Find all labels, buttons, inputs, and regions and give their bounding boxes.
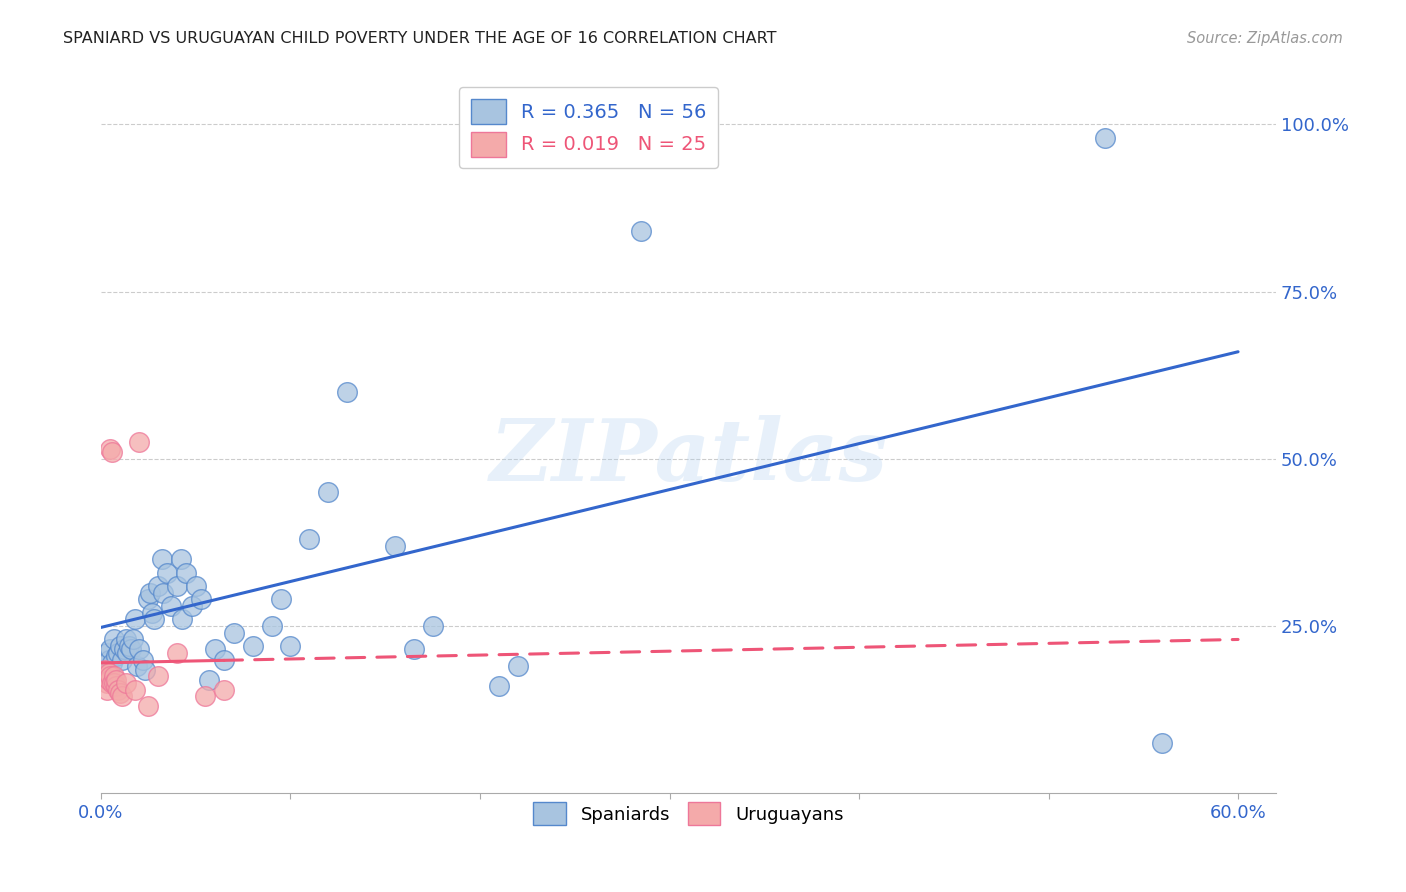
Uruguayans (96, 676, 118, 690)
Uruguayans (105, 679, 128, 693)
Spaniards (114, 632, 136, 647)
Spaniards (150, 552, 173, 566)
Uruguayans (101, 676, 124, 690)
Uruguayans (146, 669, 169, 683)
Spaniards (190, 592, 212, 607)
Spaniards (422, 619, 444, 633)
Spaniards (280, 639, 302, 653)
Spaniards (204, 642, 226, 657)
Spaniards (125, 659, 148, 673)
Uruguayans (97, 673, 120, 687)
Uruguayans (100, 442, 122, 456)
Spaniards (270, 592, 292, 607)
Uruguayans (166, 646, 188, 660)
Spaniards (166, 579, 188, 593)
Spaniards (143, 612, 166, 626)
Spaniards (212, 652, 235, 666)
Spaniards (112, 642, 135, 657)
Text: SPANIARD VS URUGUAYAN CHILD POVERTY UNDER THE AGE OF 16 CORRELATION CHART: SPANIARD VS URUGUAYAN CHILD POVERTY UNDE… (63, 31, 776, 46)
Uruguayans (128, 435, 150, 450)
Uruguayans (96, 682, 118, 697)
Uruguayans (105, 673, 128, 687)
Spaniards (298, 532, 321, 546)
Spaniards (141, 606, 163, 620)
Uruguayans (103, 669, 125, 683)
Spaniards (131, 652, 153, 666)
Spaniards (101, 656, 124, 670)
Spaniards (488, 679, 510, 693)
Legend: Spaniards, Uruguayans: Spaniards, Uruguayans (524, 793, 852, 834)
Uruguayans (107, 682, 129, 697)
Spaniards (139, 585, 162, 599)
Uruguayans (212, 682, 235, 697)
Spaniards (105, 649, 128, 664)
Spaniards (242, 639, 264, 653)
Uruguayans (108, 686, 131, 700)
Uruguayans (101, 445, 124, 459)
Spaniards (260, 619, 283, 633)
Spaniards (122, 632, 145, 647)
Spaniards (184, 579, 207, 593)
Uruguayans (100, 669, 122, 683)
Spaniards (402, 642, 425, 657)
Uruguayans (194, 690, 217, 704)
Spaniards (111, 652, 134, 666)
Spaniards (124, 612, 146, 626)
Spaniards (506, 659, 529, 673)
Spaniards (174, 566, 197, 580)
Spaniards (318, 485, 340, 500)
Text: ZIPatlas: ZIPatlas (489, 415, 887, 499)
Spaniards (172, 612, 194, 626)
Spaniards (384, 539, 406, 553)
Spaniards (134, 663, 156, 677)
Uruguayans (114, 676, 136, 690)
Spaniards (1152, 736, 1174, 750)
Spaniards (152, 585, 174, 599)
Spaniards (630, 224, 652, 238)
Spaniards (181, 599, 204, 613)
Spaniards (120, 642, 142, 657)
Spaniards (117, 646, 139, 660)
Spaniards (156, 566, 179, 580)
Spaniards (103, 632, 125, 647)
Uruguayans (91, 669, 114, 683)
Uruguayans (103, 676, 125, 690)
Spaniards (107, 646, 129, 660)
Spaniards (222, 625, 245, 640)
Text: Source: ZipAtlas.com: Source: ZipAtlas.com (1187, 31, 1343, 46)
Uruguayans (124, 682, 146, 697)
Spaniards (96, 646, 118, 660)
Spaniards (118, 639, 141, 653)
Spaniards (138, 592, 160, 607)
Uruguayans (97, 665, 120, 680)
Spaniards (100, 642, 122, 657)
Spaniards (97, 652, 120, 666)
Uruguayans (94, 663, 117, 677)
Spaniards (198, 673, 221, 687)
Spaniards (169, 552, 191, 566)
Uruguayans (138, 699, 160, 714)
Spaniards (160, 599, 183, 613)
Spaniards (336, 384, 359, 399)
Spaniards (108, 639, 131, 653)
Spaniards (544, 137, 567, 152)
Spaniards (146, 579, 169, 593)
Uruguayans (111, 690, 134, 704)
Spaniards (128, 642, 150, 657)
Spaniards (1094, 130, 1116, 145)
